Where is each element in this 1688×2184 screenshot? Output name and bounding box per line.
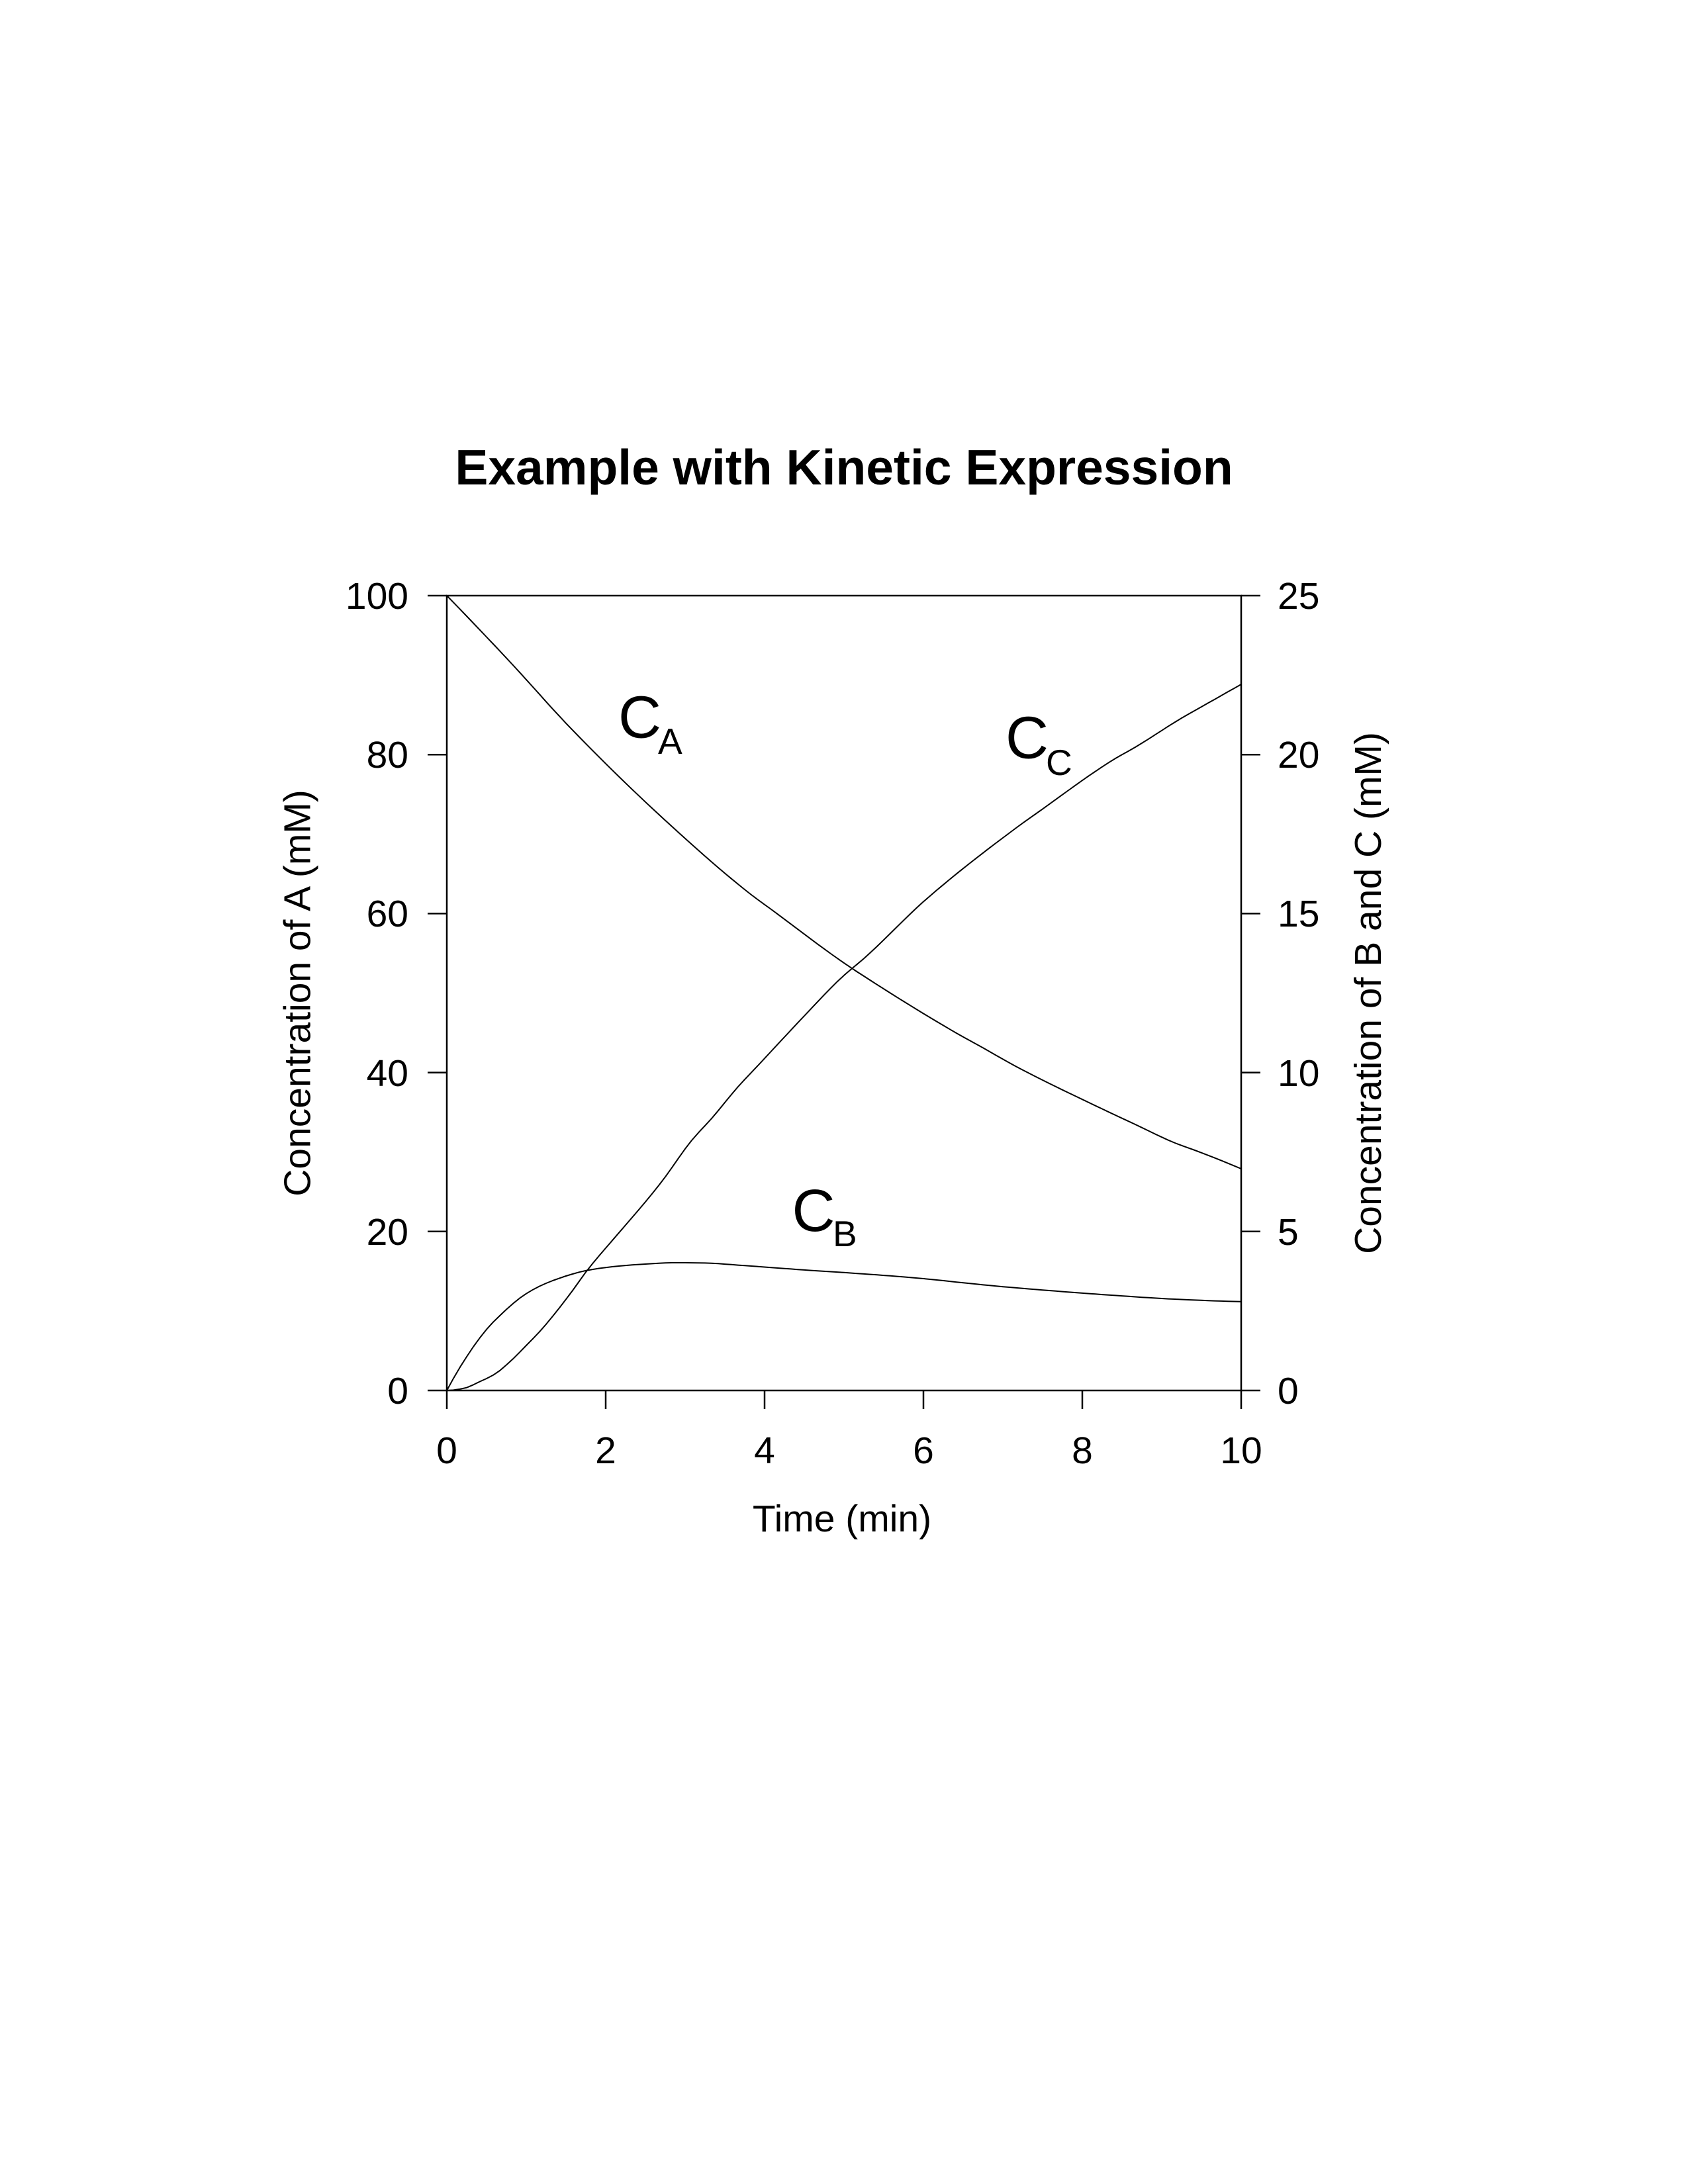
svg-text:80: 80 — [367, 734, 408, 776]
svg-text:6: 6 — [913, 1430, 934, 1472]
svg-text:20: 20 — [367, 1211, 408, 1253]
svg-text:0: 0 — [387, 1370, 408, 1412]
svg-text:25: 25 — [1278, 575, 1319, 617]
svg-text:Example with Kinetic Expressio: Example with Kinetic Expression — [455, 439, 1233, 495]
svg-text:C: C — [1006, 705, 1049, 771]
svg-text:C: C — [792, 1178, 835, 1244]
svg-text:A: A — [658, 721, 682, 762]
svg-text:Time (min): Time (min) — [753, 1498, 931, 1540]
svg-text:10: 10 — [1220, 1430, 1262, 1472]
svg-text:Concentration of A (mM): Concentration of A (mM) — [277, 790, 319, 1197]
svg-text:10: 10 — [1278, 1052, 1319, 1095]
svg-text:0: 0 — [436, 1430, 457, 1472]
svg-text:100: 100 — [346, 575, 408, 617]
svg-text:20: 20 — [1278, 734, 1319, 776]
svg-text:4: 4 — [754, 1430, 775, 1472]
svg-text:B: B — [833, 1213, 857, 1254]
svg-text:2: 2 — [595, 1430, 616, 1472]
svg-text:C: C — [1046, 742, 1072, 783]
svg-text:15: 15 — [1278, 893, 1319, 935]
svg-text:5: 5 — [1278, 1211, 1299, 1253]
svg-text:Concentration of B and C (mM): Concentration of B and C (mM) — [1347, 732, 1389, 1254]
svg-text:C: C — [618, 684, 661, 751]
svg-text:40: 40 — [367, 1052, 408, 1095]
svg-text:0: 0 — [1278, 1370, 1299, 1412]
svg-text:60: 60 — [367, 893, 408, 935]
svg-text:8: 8 — [1072, 1430, 1093, 1472]
